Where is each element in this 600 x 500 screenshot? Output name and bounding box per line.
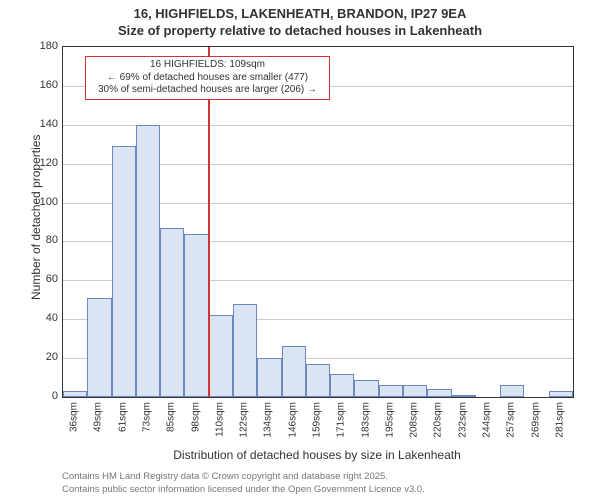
histogram-bar — [403, 385, 427, 397]
y-tick-label: 180 — [32, 40, 58, 52]
y-tick-label: 60 — [32, 273, 58, 285]
chart-title: 16, HIGHFIELDS, LAKENHEATH, BRANDON, IP2… — [0, 0, 600, 40]
y-tick-label: 80 — [32, 234, 58, 246]
histogram-bar — [112, 146, 136, 397]
x-tick-label: 208sqm — [409, 402, 420, 438]
x-tick-label: 36sqm — [69, 402, 80, 432]
y-tick-label: 120 — [32, 157, 58, 169]
annotation-line-3: 30% of semi-detached houses are larger (… — [90, 84, 325, 97]
histogram-bar — [87, 298, 111, 397]
x-tick-label: 171sqm — [336, 402, 347, 438]
annotation-line-2: ← 69% of detached houses are smaller (47… — [90, 72, 325, 85]
x-tick-label: 73sqm — [142, 402, 153, 432]
x-tick-label: 244sqm — [482, 402, 493, 438]
y-tick-label: 20 — [32, 351, 58, 363]
x-tick-label: 49sqm — [93, 402, 104, 432]
x-tick-label: 134sqm — [263, 402, 274, 438]
x-tick-label: 61sqm — [117, 402, 128, 432]
y-tick-label: 140 — [32, 118, 58, 130]
x-tick-label: 110sqm — [214, 402, 225, 437]
histogram-bar — [452, 395, 476, 397]
histogram-bar — [379, 385, 403, 397]
annotation-box: 16 HIGHFIELDS: 109sqm ← 69% of detached … — [85, 56, 330, 100]
histogram-bar — [209, 315, 233, 397]
histogram-bar — [500, 385, 524, 397]
x-tick-label: 98sqm — [190, 402, 201, 432]
x-tick-label: 257sqm — [506, 402, 517, 438]
x-tick-label: 85sqm — [166, 402, 177, 432]
x-tick-label: 183sqm — [360, 402, 371, 438]
x-axis-label: Distribution of detached houses by size … — [62, 448, 572, 462]
x-tick-label: 195sqm — [384, 402, 395, 438]
y-tick-label: 40 — [32, 312, 58, 324]
x-tick-label: 232sqm — [457, 402, 468, 438]
histogram-bar — [427, 389, 451, 397]
footer-attribution: Contains HM Land Registry data © Crown c… — [62, 471, 425, 496]
histogram-bar — [184, 234, 208, 397]
histogram-bar — [282, 346, 306, 397]
title-line-1: 16, HIGHFIELDS, LAKENHEATH, BRANDON, IP2… — [0, 6, 600, 23]
histogram-bar — [330, 374, 354, 397]
histogram-bar — [354, 380, 378, 398]
x-tick-label: 269sqm — [530, 402, 541, 438]
x-tick-label: 146sqm — [287, 402, 298, 438]
y-tick-label: 0 — [32, 390, 58, 402]
x-tick-label: 281sqm — [554, 402, 565, 438]
x-tick-label: 159sqm — [312, 402, 323, 438]
histogram-bar — [160, 228, 184, 397]
x-tick-label: 122sqm — [239, 402, 250, 438]
title-line-2: Size of property relative to detached ho… — [0, 23, 600, 40]
footer-line-1: Contains HM Land Registry data © Crown c… — [62, 471, 425, 483]
y-tick-label: 160 — [32, 79, 58, 91]
footer-line-2: Contains public sector information licen… — [62, 484, 425, 496]
chart-container: 16, HIGHFIELDS, LAKENHEATH, BRANDON, IP2… — [0, 0, 600, 500]
histogram-bar — [63, 391, 87, 397]
histogram-bar — [233, 304, 257, 397]
histogram-bar — [306, 364, 330, 397]
histogram-bar — [549, 391, 573, 397]
annotation-line-1: 16 HIGHFIELDS: 109sqm — [90, 59, 325, 72]
y-tick-label: 100 — [32, 196, 58, 208]
histogram-bar — [257, 358, 281, 397]
reference-line — [208, 47, 210, 397]
x-tick-label: 220sqm — [433, 402, 444, 438]
histogram-bar — [136, 125, 160, 397]
